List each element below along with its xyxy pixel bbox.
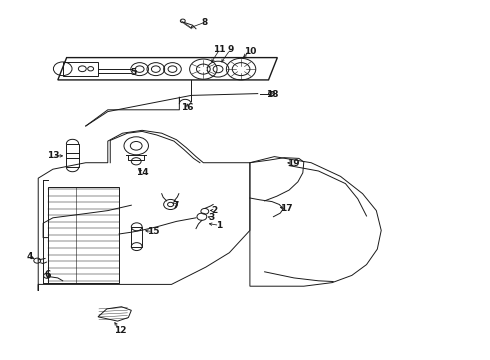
Text: 1: 1 [217, 221, 222, 230]
Text: 4: 4 [26, 252, 33, 261]
Text: 15: 15 [147, 227, 159, 236]
Text: 13: 13 [47, 152, 59, 161]
Bar [131, 227, 142, 247]
Text: 6: 6 [45, 270, 51, 279]
Bar [66, 144, 78, 167]
Bar [63, 62, 98, 76]
Text: 7: 7 [172, 201, 179, 210]
Text: 3: 3 [209, 213, 215, 222]
Text: 16: 16 [181, 103, 194, 112]
Text: 11: 11 [213, 45, 226, 54]
Bar [48, 187, 119, 283]
Text: 10: 10 [244, 46, 256, 55]
Text: 17: 17 [280, 204, 293, 213]
Text: 9: 9 [227, 45, 234, 54]
Text: 19: 19 [287, 158, 299, 167]
Text: 8: 8 [202, 18, 208, 27]
Text: 18: 18 [266, 90, 279, 99]
Text: 2: 2 [212, 206, 218, 215]
Text: 5: 5 [130, 68, 136, 77]
Text: 14: 14 [136, 168, 148, 177]
Text: 12: 12 [114, 325, 126, 335]
